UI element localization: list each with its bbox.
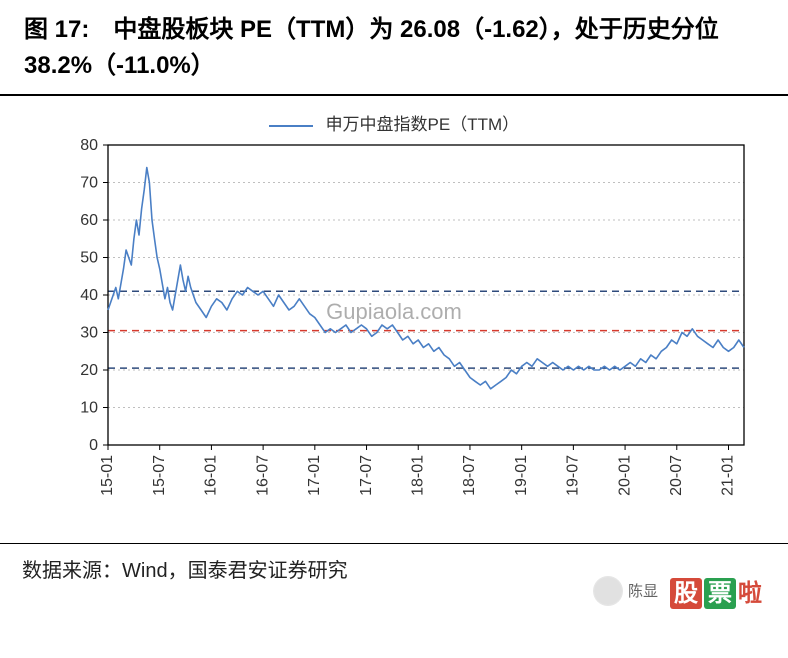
svg-text:16-07: 16-07 [254,455,271,496]
svg-text:17-01: 17-01 [306,455,323,496]
svg-text:20-07: 20-07 [668,455,685,496]
figure-title-block: 图 17: 中盘股板块 PE（TTM）为 26.08（-1.62），处于历史分位… [0,0,788,96]
svg-text:50: 50 [80,250,98,267]
svg-text:19-07: 19-07 [565,455,582,496]
svg-text:70: 70 [80,175,98,192]
svg-text:17-07: 17-07 [358,455,375,496]
svg-text:20: 20 [80,362,98,379]
figure-title: 图 17: 中盘股板块 PE（TTM）为 26.08（-1.62），处于历史分位… [24,12,764,84]
chart-area: 0 10 20 30 40 50 60 70 80 15-01 15-07 16-01 16-07 17-… [34,137,754,517]
svg-text:20-01: 20-01 [616,455,633,496]
svg-text:18-07: 18-07 [461,455,478,496]
legend-swatch [269,125,313,127]
svg-text:10: 10 [80,400,98,417]
svg-text:16-01: 16-01 [203,455,220,496]
svg-text:60: 60 [80,212,98,229]
svg-text:19-01: 19-01 [513,455,530,496]
legend-label: 申万中盘指数PE（TTM） [326,115,520,134]
svg-text:80: 80 [80,137,98,154]
svg-text:15-01: 15-01 [99,455,116,496]
svg-text:18-01: 18-01 [409,455,426,496]
svg-text:21-01: 21-01 [720,455,737,496]
svg-text:40: 40 [80,287,98,304]
svg-text:0: 0 [89,437,98,454]
line-chart: 0 10 20 30 40 50 60 70 80 15-01 15-07 16-01 16-07 17-… [34,137,754,517]
chart-legend: 申万中盘指数PE（TTM） [0,110,788,135]
svg-text:15-07: 15-07 [151,455,168,496]
source-line: 数据来源：Wind，国泰君安证券研究 [0,543,788,583]
svg-text:30: 30 [80,325,98,342]
watermark-name: 陈显 [628,580,658,601]
